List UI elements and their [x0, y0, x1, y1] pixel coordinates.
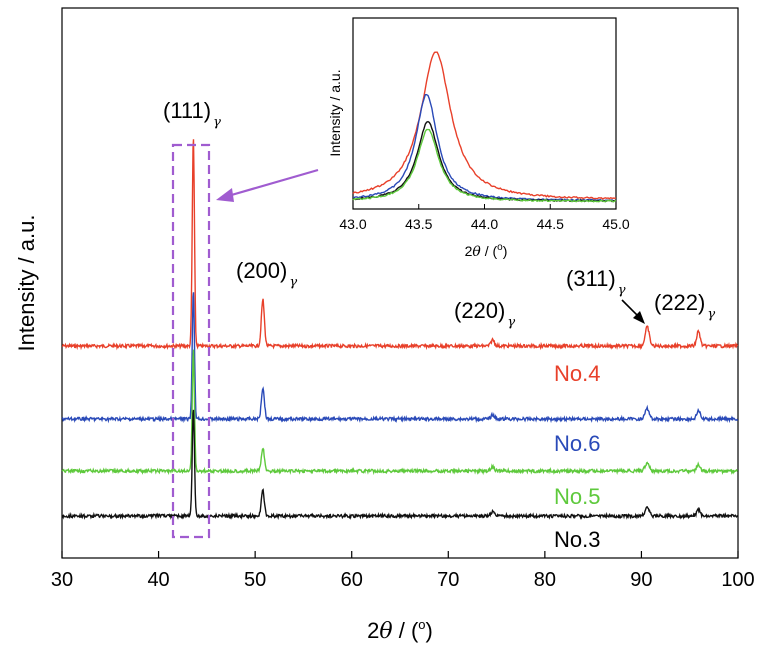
- series-label-no5: No.5: [554, 484, 600, 509]
- inset-series-line-no5: [352, 128, 617, 203]
- series-label-no4: No.4: [554, 361, 600, 386]
- inset-y-axis-title: Intensity / a.u.: [327, 69, 343, 156]
- inset-x-tick-label: 43.0: [339, 216, 366, 232]
- peak-label-220: (220) γ: [454, 298, 515, 330]
- series-line-no3: [61, 409, 739, 521]
- series-line-no4: [61, 139, 739, 351]
- peak-label-200: (200) γ: [236, 258, 297, 290]
- inset-x-tick-label: 43.5: [405, 216, 432, 232]
- inset-series-line-no6: [352, 93, 617, 202]
- x-tick-label: 80: [534, 569, 556, 591]
- main-x-axis-title: 2θ / (o): [367, 617, 433, 644]
- series-label-no3: No.3: [554, 527, 600, 552]
- x-tick-label: 60: [341, 569, 363, 591]
- inset-x-tick-label: 45.0: [602, 216, 629, 232]
- x-tick-label: 100: [721, 569, 754, 591]
- inset-x-tick-label: 44.5: [537, 216, 564, 232]
- peak-labels: (111) γ (200) γ (220) γ (311) γ (222) γ: [163, 98, 715, 330]
- main-plot-frame: [61, 7, 739, 559]
- inset-series-group: [352, 51, 617, 203]
- series-line-no6: [61, 292, 739, 424]
- inset-pointer-arrow: [216, 168, 319, 202]
- peak-label-311: (311) γ: [566, 266, 626, 298]
- series-line-no5: [61, 349, 738, 476]
- x-tick-label: 50: [244, 569, 266, 591]
- x-tick-label: 70: [437, 569, 459, 591]
- series-label-no6: No.6: [554, 431, 600, 456]
- inset-chart: 43.0 43.5 44.0 44.5 45.0 Intensity / a.u. 2θ…: [327, 17, 630, 260]
- x-tick-label: 40: [147, 569, 169, 591]
- peak-111-highlight-box: [171, 143, 211, 539]
- peak-311-arrow: [621, 299, 645, 324]
- x-tick-label: 30: [51, 569, 73, 591]
- peak-label-111: (111) γ: [163, 98, 221, 130]
- inset-plot-frame: [352, 17, 617, 210]
- main-series-group: [61, 139, 739, 521]
- main-x-axis: 30 40 50 60 70 80 90 100: [51, 551, 755, 591]
- peak-label-222: (222) γ: [654, 290, 715, 322]
- x-tick-label: 90: [630, 569, 652, 591]
- inset-x-axis: 43.0 43.5 44.0 44.5 45.0: [339, 204, 630, 232]
- inset-series-line-no4: [352, 51, 617, 200]
- inset-x-axis-title: 2θ / (o): [465, 242, 508, 260]
- inset-x-tick-label: 44.0: [471, 216, 498, 232]
- main-y-axis-title: Intensity / a.u.: [14, 215, 39, 352]
